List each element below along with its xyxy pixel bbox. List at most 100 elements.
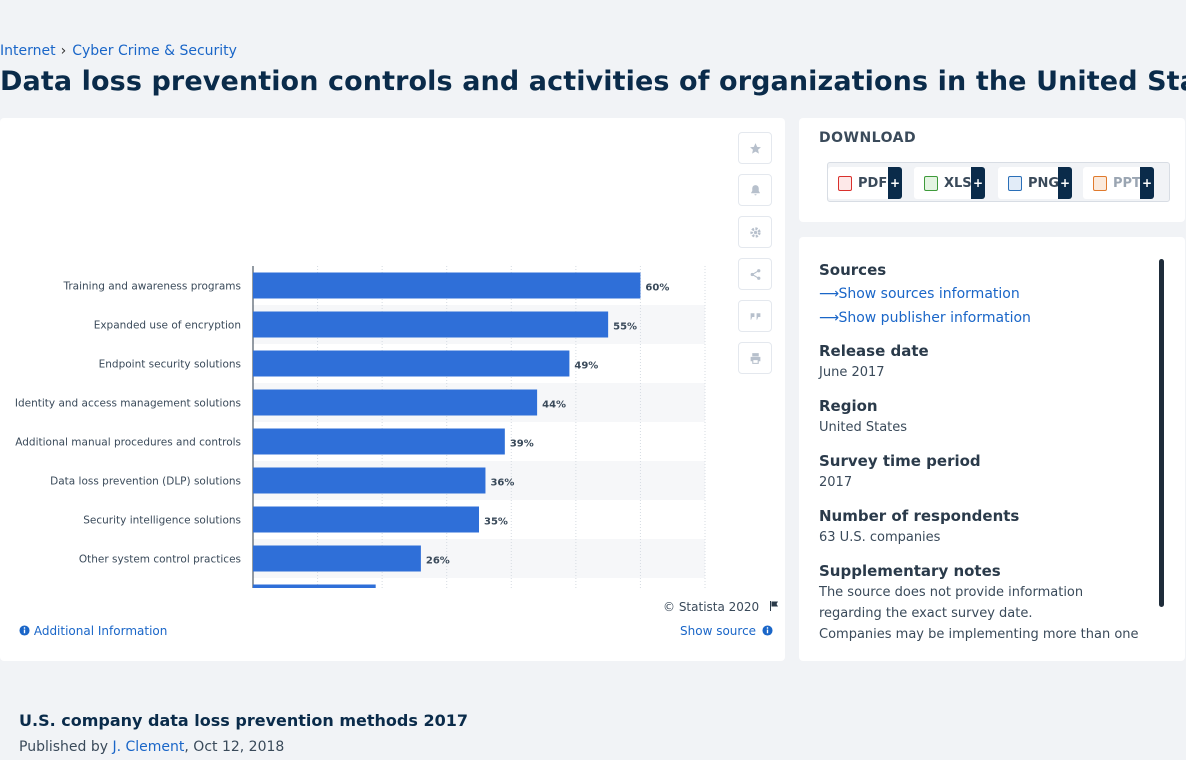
top-bar bbox=[0, 0, 1186, 36]
respondents-heading: Number of respondents bbox=[819, 507, 1020, 525]
notification-button[interactable] bbox=[738, 174, 772, 206]
favorite-button[interactable] bbox=[738, 132, 772, 164]
ppt-file-icon bbox=[1093, 175, 1107, 191]
download-ppt-button[interactable]: PPT + bbox=[1083, 167, 1154, 199]
bar bbox=[253, 272, 641, 299]
flag-icon bbox=[770, 601, 779, 611]
respondents-section: Number of respondents 63 U.S. companies bbox=[819, 507, 1019, 548]
breadcrumb-separator: › bbox=[60, 43, 67, 59]
download-xls-plus[interactable]: + bbox=[971, 167, 985, 199]
breadcrumb-cyber-crime[interactable]: Cyber Crime & Security bbox=[72, 43, 237, 59]
category-label: Identity and access management solutions bbox=[15, 398, 241, 410]
settings-button[interactable] bbox=[738, 216, 772, 248]
bar bbox=[253, 428, 505, 455]
published-prefix: Published by bbox=[19, 739, 113, 755]
region-value: United States bbox=[819, 420, 908, 435]
breadcrumb: Internet › Cyber Crime & Security bbox=[0, 43, 237, 59]
star-icon bbox=[749, 142, 761, 154]
pdf-file-icon bbox=[838, 175, 852, 191]
share-button[interactable] bbox=[738, 258, 772, 290]
copyright-text: © Statista 2020 bbox=[663, 600, 760, 614]
data-label: 49% bbox=[574, 361, 598, 372]
bar bbox=[253, 584, 376, 588]
bar bbox=[253, 467, 486, 494]
info-icon bbox=[762, 625, 773, 636]
download-xls-button[interactable]: XLS + bbox=[914, 167, 985, 199]
region-section: Region United States bbox=[819, 397, 907, 438]
download-title: DOWNLOAD bbox=[819, 130, 917, 146]
page-title: Data loss prevention controls and activi… bbox=[0, 66, 1186, 97]
print-button[interactable] bbox=[738, 342, 772, 374]
show-source-label: Show source bbox=[680, 624, 757, 638]
statistic-title: U.S. company data loss prevention method… bbox=[19, 711, 468, 730]
download-ppt-label: PPT bbox=[1113, 175, 1141, 191]
survey-period-value: 2017 bbox=[819, 475, 853, 490]
cite-button[interactable] bbox=[738, 300, 772, 332]
bell-icon bbox=[750, 184, 760, 195]
survey-period-heading: Survey time period bbox=[819, 452, 981, 470]
print-icon bbox=[750, 352, 760, 364]
download-ppt-plus[interactable]: + bbox=[1140, 167, 1154, 199]
release-heading: Release date bbox=[819, 342, 929, 360]
bar bbox=[253, 389, 538, 416]
bar bbox=[253, 350, 570, 377]
download-xls-label: XLS bbox=[944, 175, 972, 191]
download-card: DOWNLOAD PDF + XLS + PNG + PPT + bbox=[799, 118, 1185, 222]
arrow-right-icon: ⟶ bbox=[819, 310, 840, 326]
data-label: 26% bbox=[426, 556, 450, 567]
survey-period-section: Survey time period 2017 bbox=[819, 452, 981, 493]
published-date: , Oct 12, 2018 bbox=[184, 739, 285, 755]
published-by: Published by J. Clement, Oct 12, 2018 bbox=[19, 739, 284, 755]
show-source-link[interactable]: Show source bbox=[680, 624, 773, 638]
supplementary-notes-section: Supplementary notes The source does not … bbox=[819, 562, 1149, 645]
release-value: June 2017 bbox=[819, 365, 885, 380]
download-png-button[interactable]: PNG + bbox=[998, 167, 1072, 199]
download-png-label: PNG bbox=[1028, 175, 1060, 191]
category-label: Security intelligence solutions bbox=[83, 515, 241, 527]
additional-information-label: Additional Information bbox=[33, 624, 168, 638]
info-icon bbox=[19, 625, 30, 636]
category-label: Data loss prevention (DLP) solutions bbox=[50, 476, 241, 488]
data-label: 36% bbox=[490, 478, 514, 489]
region-heading: Region bbox=[819, 397, 878, 415]
gear-icon bbox=[749, 226, 761, 238]
xls-file-icon bbox=[924, 175, 938, 191]
statistic-details-card: Sources ⟶ Show sources information ⟶ Sho… bbox=[799, 237, 1185, 661]
download-pdf-button[interactable]: PDF + bbox=[828, 167, 902, 199]
show-publisher-link[interactable]: ⟶ Show publisher information bbox=[819, 306, 1031, 330]
bar bbox=[253, 311, 609, 338]
show-sources-link[interactable]: ⟶ Show sources information bbox=[819, 282, 1031, 306]
category-label: Training and awareness programs bbox=[62, 281, 241, 293]
chart-card: Training and awareness programs 60% Expand… bbox=[0, 118, 785, 661]
category-label: Endpoint security solutions bbox=[99, 359, 241, 371]
supplementary-notes-value-2: Companies may be implementing more than … bbox=[819, 627, 1139, 642]
download-png-plus[interactable]: + bbox=[1058, 167, 1072, 199]
data-label: 35% bbox=[484, 517, 508, 528]
download-pdf-plus[interactable]: + bbox=[888, 167, 902, 199]
show-publisher-label: Show publisher information bbox=[838, 310, 1031, 326]
png-file-icon bbox=[1008, 175, 1022, 191]
arrow-right-icon: ⟶ bbox=[819, 286, 840, 302]
additional-information-link[interactable]: Additional Information bbox=[19, 624, 167, 638]
respondents-value: 63 U.S. companies bbox=[819, 530, 941, 545]
supplementary-notes-value: The source does not provide information … bbox=[819, 585, 1084, 621]
quote-icon bbox=[750, 312, 760, 320]
copyright-link[interactable]: © Statista 2020 bbox=[663, 600, 780, 614]
category-label: Other system control practices bbox=[79, 554, 241, 566]
bar bbox=[253, 545, 421, 572]
breadcrumb-internet[interactable]: Internet bbox=[0, 43, 56, 59]
share-icon bbox=[750, 268, 760, 280]
sources-section: Sources ⟶ Show sources information ⟶ Sho… bbox=[819, 261, 1031, 330]
download-buttons: PDF + XLS + PNG + PPT + bbox=[827, 162, 1170, 202]
category-label: Expanded use of encryption bbox=[94, 320, 241, 332]
info-scrollbar[interactable] bbox=[1159, 259, 1164, 607]
author-link[interactable]: J. Clement bbox=[112, 739, 185, 755]
download-pdf-label: PDF bbox=[858, 175, 888, 191]
bar-chart: Training and awareness programs 60% Expand… bbox=[15, 266, 706, 588]
release-section: Release date June 2017 bbox=[819, 342, 929, 383]
supplementary-notes-heading: Supplementary notes bbox=[819, 562, 1001, 580]
bar bbox=[253, 506, 479, 533]
data-label: 55% bbox=[613, 322, 637, 333]
show-sources-label: Show sources information bbox=[838, 286, 1020, 302]
data-label: 39% bbox=[510, 439, 534, 450]
